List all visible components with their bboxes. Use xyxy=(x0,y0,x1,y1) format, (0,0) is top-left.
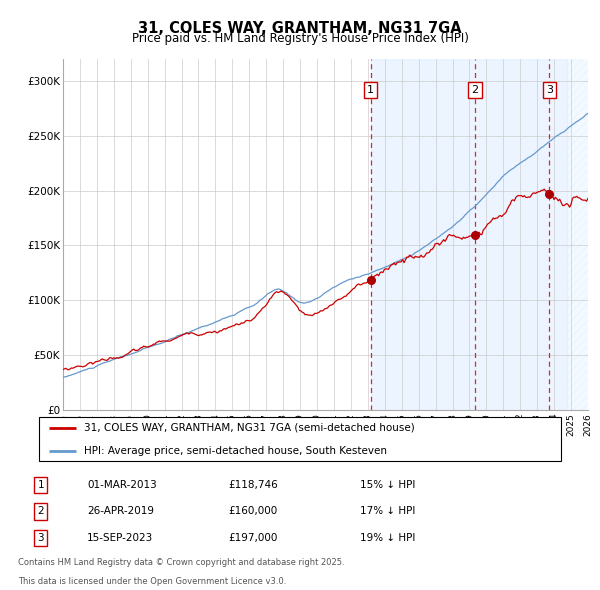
Bar xyxy=(567,59,588,410)
Text: 31, COLES WAY, GRANTHAM, NG31 7GA (semi-detached house): 31, COLES WAY, GRANTHAM, NG31 7GA (semi-… xyxy=(83,423,414,433)
Text: £118,746: £118,746 xyxy=(228,480,278,490)
Text: 19% ↓ HPI: 19% ↓ HPI xyxy=(360,533,415,543)
Bar xyxy=(371,59,567,410)
Text: HPI: Average price, semi-detached house, South Kesteven: HPI: Average price, semi-detached house,… xyxy=(83,446,386,456)
Text: 2: 2 xyxy=(37,506,44,516)
Text: 26-APR-2019: 26-APR-2019 xyxy=(87,506,154,516)
Text: 01-MAR-2013: 01-MAR-2013 xyxy=(87,480,157,490)
Text: 17% ↓ HPI: 17% ↓ HPI xyxy=(360,506,415,516)
Text: £160,000: £160,000 xyxy=(228,506,277,516)
FancyBboxPatch shape xyxy=(38,417,562,461)
Text: 2: 2 xyxy=(472,85,478,95)
Text: 15-SEP-2023: 15-SEP-2023 xyxy=(87,533,153,543)
Text: 15% ↓ HPI: 15% ↓ HPI xyxy=(360,480,415,490)
Text: 1: 1 xyxy=(367,85,374,95)
Text: 31, COLES WAY, GRANTHAM, NG31 7GA: 31, COLES WAY, GRANTHAM, NG31 7GA xyxy=(138,21,462,35)
Text: 3: 3 xyxy=(546,85,553,95)
Text: £197,000: £197,000 xyxy=(228,533,277,543)
Text: 3: 3 xyxy=(37,533,44,543)
Text: This data is licensed under the Open Government Licence v3.0.: This data is licensed under the Open Gov… xyxy=(18,576,286,586)
Text: 1: 1 xyxy=(37,480,44,490)
Text: Price paid vs. HM Land Registry's House Price Index (HPI): Price paid vs. HM Land Registry's House … xyxy=(131,32,469,45)
Text: Contains HM Land Registry data © Crown copyright and database right 2025.: Contains HM Land Registry data © Crown c… xyxy=(18,558,344,567)
